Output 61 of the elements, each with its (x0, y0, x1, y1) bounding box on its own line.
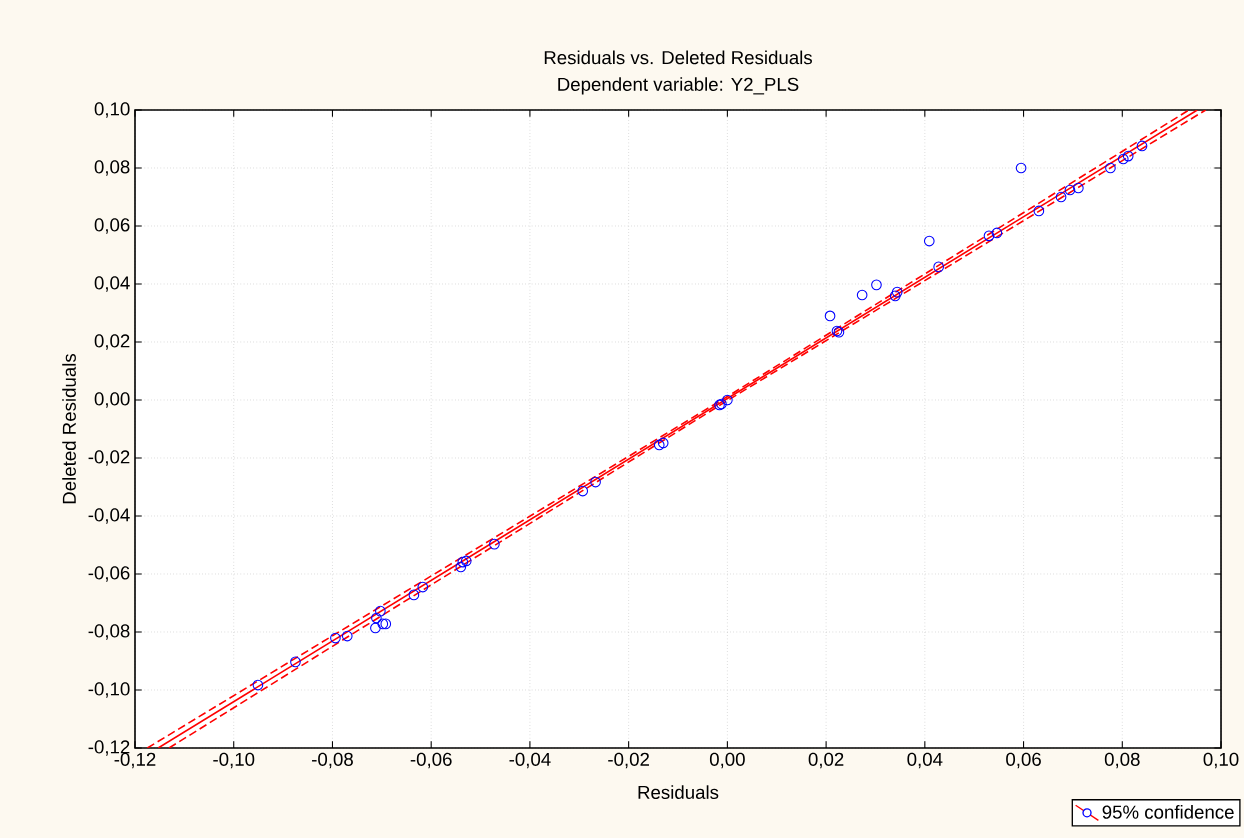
point (933, 261, 944, 273)
point (252, 679, 264, 691)
point (722, 394, 733, 406)
y-tick-label: -0,06 (88, 566, 130, 582)
y-tick-label: -0,02 (88, 450, 130, 466)
point (1117, 153, 1129, 165)
point (1073, 182, 1084, 194)
point (1033, 205, 1045, 217)
point (1136, 140, 1148, 152)
point (824, 310, 836, 322)
legend-label: 95% confidence (1102, 805, 1234, 819)
x-tick-label: -0,04 (509, 752, 551, 769)
point (983, 230, 995, 242)
y-tick-label: 0,02 (94, 334, 130, 350)
x-tick-label: -0,10 (213, 752, 255, 769)
x-tick-label: 0,00 (709, 752, 745, 769)
y-tick-label: 0,06 (94, 218, 130, 234)
point (341, 630, 353, 642)
x-tick-label: 0,08 (1104, 752, 1140, 769)
point (891, 286, 903, 298)
x-tick-label: 0,10 (1203, 752, 1239, 769)
point (991, 227, 1003, 239)
y-tick-label: 0,04 (94, 276, 130, 292)
x-tick-label: -0,06 (410, 752, 452, 769)
point (290, 656, 301, 668)
y-tick-label: 0,10 (94, 102, 130, 118)
chart-subtitle: Dependent variable: Y2_PLS (558, 77, 799, 95)
point (1015, 162, 1027, 174)
point (417, 581, 429, 593)
point (1055, 191, 1067, 203)
point (1105, 162, 1116, 174)
point (1064, 184, 1076, 196)
y-tick-label: -0,08 (88, 624, 130, 640)
point (1122, 150, 1134, 162)
x-tick-label: 0,02 (808, 752, 844, 769)
point (577, 485, 589, 497)
point (923, 235, 935, 247)
x-tick-label: 0,04 (907, 752, 943, 769)
point (408, 589, 420, 601)
point (489, 538, 500, 550)
point (590, 476, 601, 488)
point (889, 290, 901, 302)
point (856, 289, 868, 301)
point (370, 622, 381, 634)
x-tick-label: -0,02 (608, 752, 649, 769)
point (653, 439, 665, 451)
point (330, 632, 341, 644)
point (657, 437, 669, 449)
point (871, 279, 882, 291)
y-tick-label: 0,08 (94, 160, 130, 176)
y-tick-label: 0,00 (94, 392, 130, 408)
point (375, 605, 386, 617)
chart-title: Residuals vs. Deleted Residuals (544, 50, 812, 65)
x-tick-label: 0,06 (1006, 752, 1041, 769)
y-axis-title: Deleted Residuals (62, 353, 76, 504)
x-tick-label: -0,08 (312, 752, 353, 769)
y-tick-label: -0,04 (88, 508, 130, 524)
y-tick-label: -0,10 (88, 682, 130, 698)
x-axis-title: Residuals (638, 785, 719, 799)
point (455, 561, 467, 573)
point (371, 612, 382, 624)
